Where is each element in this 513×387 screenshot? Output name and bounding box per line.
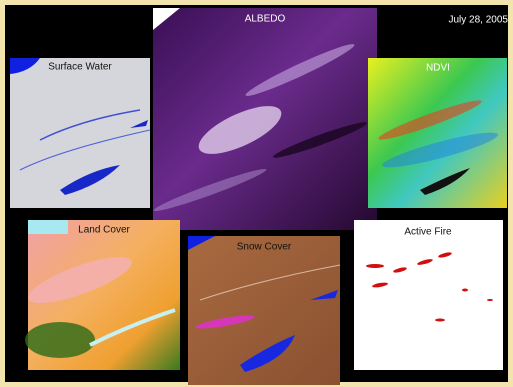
active-fire-panel: Active Fire xyxy=(354,220,503,370)
albedo-panel: ALBEDO xyxy=(152,8,377,230)
date: July 28, 2005 xyxy=(449,15,509,26)
panel-label: Active Fire xyxy=(404,227,452,238)
ndvi-panel: NDVI xyxy=(368,58,507,208)
surface-water-panel: Surface Water xyxy=(10,58,150,208)
panel-label: NDVI xyxy=(426,63,450,74)
panel-label: Snow Cover xyxy=(237,242,292,253)
panel-label: Land Cover xyxy=(78,225,130,236)
panel-label: ALBEDO xyxy=(245,14,286,25)
collage: ALBEDO July 28, 2005 Surface Water NDVI … xyxy=(0,0,513,387)
panel-label: Surface Water xyxy=(48,62,112,73)
land-cover-panel: Land Cover xyxy=(24,220,180,370)
snow-cover-panel: Snow Cover xyxy=(188,236,340,385)
